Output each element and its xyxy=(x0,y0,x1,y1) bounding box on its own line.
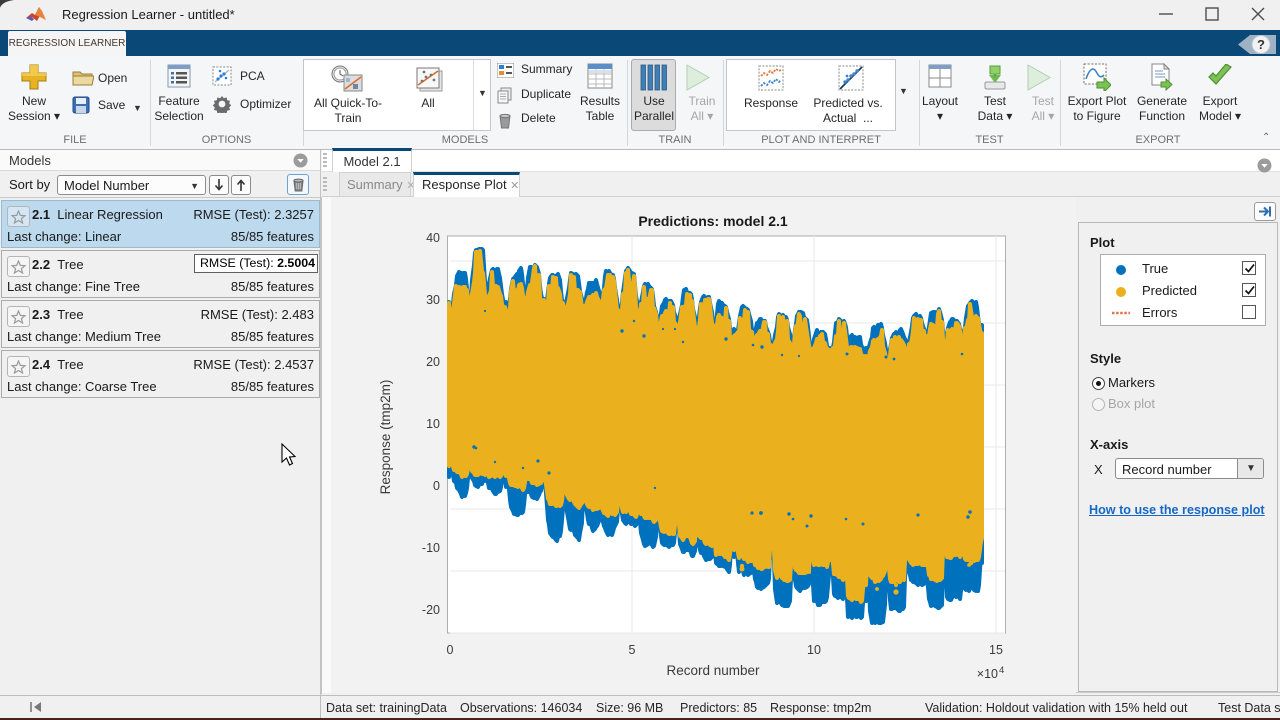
svg-text:-10: -10 xyxy=(422,541,440,555)
svg-text:Response (tmp2m): Response (tmp2m) xyxy=(378,380,393,495)
svg-text:5: 5 xyxy=(629,643,636,657)
svg-text:30: 30 xyxy=(426,293,440,307)
svg-text:Predictions: model 2.1: Predictions: model 2.1 xyxy=(638,213,788,229)
svg-text:×10: ×10 xyxy=(977,667,998,681)
svg-text:4: 4 xyxy=(999,665,1004,676)
svg-text:Record number: Record number xyxy=(666,663,760,678)
svg-text:15: 15 xyxy=(989,643,1003,657)
svg-text:?: ? xyxy=(1257,37,1265,52)
svg-text:10: 10 xyxy=(426,417,440,431)
svg-text:40: 40 xyxy=(426,231,440,245)
svg-text:0: 0 xyxy=(447,643,454,657)
svg-text:-20: -20 xyxy=(422,603,440,617)
svg-text:20: 20 xyxy=(426,355,440,369)
svg-text:10: 10 xyxy=(807,643,821,657)
svg-text:0: 0 xyxy=(433,479,440,493)
